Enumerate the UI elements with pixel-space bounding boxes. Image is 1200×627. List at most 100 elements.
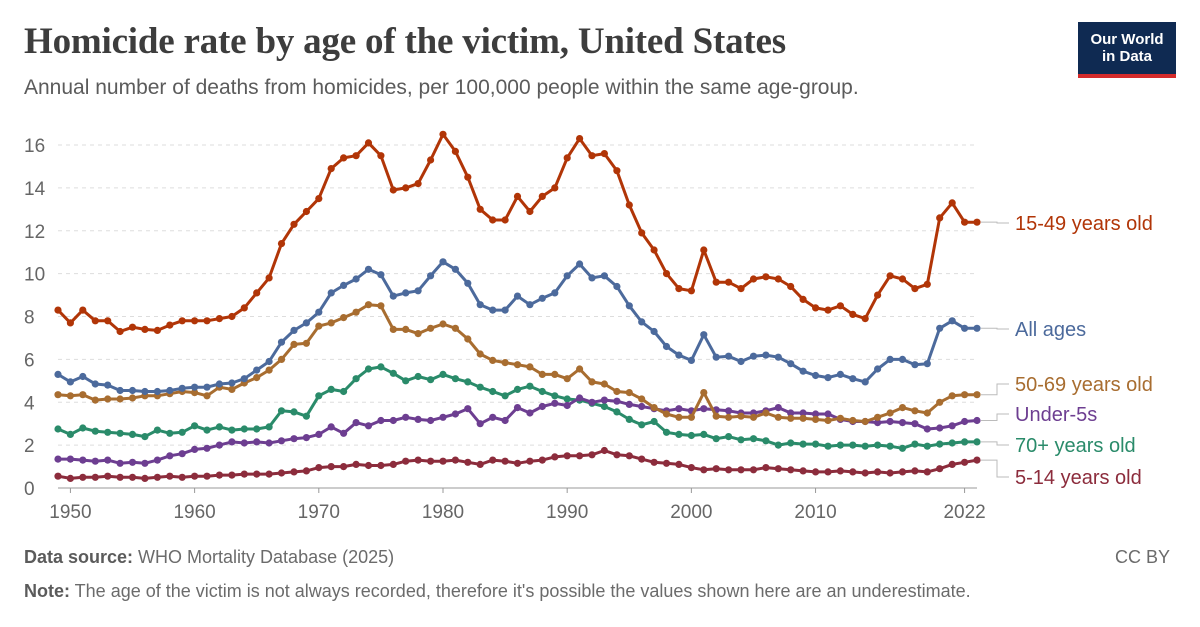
series-label-70-years-old[interactable]: 70+ years old xyxy=(1015,435,1136,457)
data-point-70-years-old xyxy=(538,387,546,396)
data-point-5-14-years-old xyxy=(898,468,907,476)
data-point-50-69-years-old xyxy=(427,324,435,332)
x-axis: 1950 1960 1970 1980 1990 2000 2010 2022 xyxy=(49,487,986,523)
x-tick-label: 2022 xyxy=(943,502,985,523)
data-point-all-ages xyxy=(799,367,807,375)
data-point-5-14-years-old xyxy=(812,468,820,476)
data-point-15-49-years-old xyxy=(923,280,931,288)
data-point-15-49-years-old xyxy=(153,326,161,334)
data-point-15-49-years-old xyxy=(215,315,223,323)
series-label-all-ages[interactable]: All ages xyxy=(1015,319,1086,341)
data-point-70-years-old xyxy=(787,439,795,447)
data-point-15-49-years-old xyxy=(377,152,385,160)
data-point-all-ages xyxy=(389,292,397,300)
data-point-5-14-years-old xyxy=(526,457,534,465)
chart-subtitle: Annual number of deaths from homicides, … xyxy=(24,76,859,99)
data-point-under-5s xyxy=(476,420,484,428)
x-tick-label: 1950 xyxy=(49,502,91,523)
data-point-50-69-years-old xyxy=(54,391,62,399)
data-point-under-5s xyxy=(215,441,223,449)
data-point-70-years-old xyxy=(116,429,124,437)
y-tick-label: 10 xyxy=(24,265,45,286)
data-point-70-years-old xyxy=(812,440,820,448)
data-point-50-69-years-old xyxy=(687,413,696,421)
data-point-all-ages xyxy=(588,274,596,282)
data-point-50-69-years-old xyxy=(66,392,74,400)
data-point-all-ages xyxy=(54,370,62,378)
data-point-50-69-years-old xyxy=(91,396,99,404)
data-point-under-5s xyxy=(265,439,273,447)
data-point-under-5s xyxy=(886,417,894,426)
data-point-all-ages xyxy=(240,375,248,383)
data-point-50-69-years-old xyxy=(961,391,969,399)
series-label-50-69-years-old[interactable]: 50-69 years old xyxy=(1015,374,1153,396)
data-point-under-5s xyxy=(551,399,559,407)
data-point-under-5s xyxy=(191,445,199,453)
data-point-all-ages xyxy=(898,355,907,363)
data-point-50-69-years-old xyxy=(774,413,782,421)
data-point-under-5s xyxy=(451,410,459,418)
data-point-all-ages xyxy=(513,292,522,300)
series-under-5s[interactable] xyxy=(54,394,981,467)
data-point-50-69-years-old xyxy=(315,322,323,330)
data-point-5-14-years-old xyxy=(265,470,273,478)
data-point-5-14-years-old xyxy=(215,471,223,479)
series-5-14-years-old[interactable] xyxy=(54,446,981,482)
data-point-15-49-years-old xyxy=(675,285,683,293)
data-point-50-69-years-old xyxy=(389,325,397,333)
owid-logo[interactable]: Our World in Data xyxy=(1078,22,1176,78)
label-connector-5-14-years-old xyxy=(981,459,1009,478)
label-connector-all-ages xyxy=(981,327,1009,330)
data-point-under-5s xyxy=(513,404,522,412)
data-point-70-years-old xyxy=(898,444,907,452)
data-point-under-5s xyxy=(427,416,435,425)
data-point-50-69-years-old xyxy=(203,392,211,400)
data-point-50-69-years-old xyxy=(638,395,646,403)
series-label-15-49-years-old[interactable]: 15-49 years old xyxy=(1015,213,1153,235)
data-point-5-14-years-old xyxy=(377,461,385,470)
data-point-50-69-years-old xyxy=(861,417,869,426)
data-point-15-49-years-old xyxy=(91,317,99,325)
data-point-all-ages xyxy=(166,386,174,395)
data-point-70-years-old xyxy=(774,441,782,449)
data-point-15-49-years-old xyxy=(166,321,174,329)
data-point-50-69-years-old xyxy=(104,395,112,403)
data-point-15-49-years-old xyxy=(277,240,286,248)
data-point-5-14-years-old xyxy=(650,458,658,466)
data-point-all-ages xyxy=(886,355,894,363)
data-point-all-ages xyxy=(675,351,683,359)
series-50-69-years-old[interactable] xyxy=(54,301,981,426)
data-point-under-5s xyxy=(812,410,820,418)
data-point-all-ages xyxy=(427,272,435,280)
data-point-under-5s xyxy=(364,422,373,430)
series-15-49-years-old[interactable] xyxy=(54,130,981,336)
data-point-70-years-old xyxy=(799,440,807,448)
data-point-all-ages xyxy=(625,302,633,310)
data-point-50-69-years-old xyxy=(650,404,658,412)
data-point-5-14-years-old xyxy=(489,456,497,464)
series-all-ages[interactable] xyxy=(54,258,981,396)
license-link[interactable]: CC BY xyxy=(1114,547,1170,567)
data-point-5-14-years-old xyxy=(588,451,596,459)
data-point-50-69-years-old xyxy=(402,325,410,333)
x-tick-label: 2010 xyxy=(794,502,836,523)
data-point-all-ages xyxy=(936,324,944,332)
data-point-15-49-years-old xyxy=(253,289,261,297)
data-point-70-years-old xyxy=(451,375,459,383)
data-point-5-14-years-old xyxy=(762,464,770,472)
data-point-15-49-years-old xyxy=(538,192,546,200)
data-point-50-69-years-old xyxy=(725,413,733,421)
data-point-5-14-years-old xyxy=(501,457,509,465)
data-point-5-14-years-old xyxy=(91,473,99,481)
data-point-5-14-years-old xyxy=(178,473,186,481)
series-label-5-14-years-old[interactable]: 5-14 years old xyxy=(1015,467,1142,489)
data-point-all-ages xyxy=(290,326,298,334)
data-point-15-49-years-old xyxy=(886,272,894,280)
data-point-under-5s xyxy=(774,404,782,412)
data-point-50-69-years-old xyxy=(849,416,857,425)
x-tick-label: 1970 xyxy=(298,502,340,523)
data-point-15-49-years-old xyxy=(948,199,956,207)
label-connector-50-69-years-old xyxy=(981,383,1009,396)
series-label-under-5s[interactable]: Under-5s xyxy=(1015,404,1097,426)
data-point-all-ages xyxy=(923,360,931,368)
